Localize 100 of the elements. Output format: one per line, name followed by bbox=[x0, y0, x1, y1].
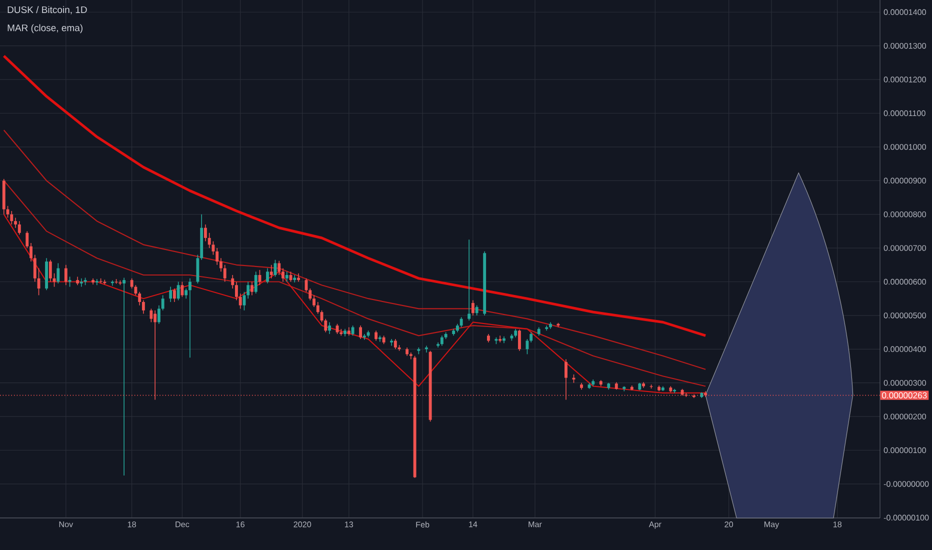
candlestick bbox=[285, 271, 288, 282]
candlestick bbox=[130, 278, 134, 289]
y-tick-label: 0.00000800 bbox=[884, 211, 926, 218]
x-tick-label: 18 bbox=[128, 522, 136, 528]
candlestick bbox=[518, 329, 521, 352]
candlestick bbox=[68, 276, 72, 288]
line-series bbox=[3, 130, 706, 370]
candlestick bbox=[48, 259, 52, 282]
candlestick bbox=[282, 268, 284, 282]
line-series bbox=[3, 180, 706, 387]
candlestick bbox=[188, 278, 192, 358]
candlestick bbox=[278, 260, 281, 276]
candlestick bbox=[14, 217, 17, 228]
candlestick bbox=[378, 335, 382, 342]
y-tick-label: 0.00001000 bbox=[884, 144, 926, 150]
y-tick-label: 0.00000500 bbox=[884, 312, 926, 318]
candlestick bbox=[204, 224, 207, 242]
candlestick bbox=[328, 322, 331, 334]
candlestick bbox=[95, 278, 98, 286]
candlestick bbox=[138, 291, 142, 306]
candlestick bbox=[176, 281, 180, 301]
x-tick-label: Nov bbox=[59, 522, 74, 528]
candlestick bbox=[316, 302, 320, 314]
candlestick bbox=[150, 308, 153, 323]
text: MAR (close, ema) bbox=[8, 24, 82, 34]
candlestick bbox=[169, 286, 172, 302]
candlestick bbox=[374, 330, 378, 342]
candlestick bbox=[390, 338, 394, 346]
candlestick bbox=[208, 232, 211, 248]
candlestick bbox=[184, 288, 188, 299]
candlestick bbox=[64, 264, 68, 286]
x-tick-label: Mar bbox=[528, 522, 542, 528]
candlestick bbox=[475, 304, 478, 316]
candlestick bbox=[196, 254, 200, 284]
x-tick-label: 16 bbox=[236, 522, 244, 528]
candlestick bbox=[266, 268, 269, 284]
candlestick bbox=[530, 332, 533, 343]
candlestick bbox=[359, 325, 362, 340]
candlestick bbox=[460, 316, 463, 328]
candlestick bbox=[246, 281, 250, 299]
candlestick bbox=[498, 335, 502, 343]
candlestick bbox=[142, 300, 145, 314]
x-tick-label: Dec bbox=[176, 522, 190, 528]
y-tick-label: 0.00001300 bbox=[884, 42, 926, 49]
candlestick bbox=[33, 254, 36, 282]
candlestick bbox=[270, 264, 273, 279]
candlestick bbox=[468, 239, 471, 321]
candlestick bbox=[110, 280, 114, 286]
candlestick bbox=[351, 325, 354, 336]
candlestick bbox=[471, 300, 474, 316]
candlestick bbox=[216, 248, 219, 266]
x-tick-label: May bbox=[764, 522, 780, 529]
candlestick bbox=[157, 304, 160, 324]
y-tick-label: -0.00000100 bbox=[884, 514, 929, 521]
y-tick-label: 0.00001400 bbox=[884, 9, 926, 15]
candlestick bbox=[424, 345, 428, 353]
candlestick bbox=[10, 210, 14, 225]
candlestick bbox=[254, 271, 258, 294]
candlestick bbox=[312, 294, 316, 308]
candlestick bbox=[56, 262, 60, 284]
candlestick bbox=[18, 220, 21, 235]
line-series bbox=[2, 54, 707, 337]
x-tick-label: 2020 bbox=[294, 522, 312, 528]
candlestick bbox=[180, 281, 184, 298]
y-tick-label: 0.00001200 bbox=[884, 76, 926, 82]
candlestick bbox=[219, 258, 222, 272]
candlestick bbox=[26, 230, 29, 248]
y-tick-label: 0.00000900 bbox=[884, 178, 926, 184]
y-tick-label: 0.00000700 bbox=[884, 245, 926, 251]
y-tick-label: -0.00000000 bbox=[884, 481, 929, 487]
candlestick bbox=[308, 288, 312, 301]
candlestick bbox=[409, 352, 412, 360]
candlestick bbox=[340, 328, 343, 336]
candlestick bbox=[134, 284, 138, 296]
y-tick-label: 0.00000400 bbox=[884, 346, 926, 352]
line-series bbox=[3, 214, 706, 394]
candlestick bbox=[235, 281, 238, 301]
candlestick bbox=[161, 294, 164, 311]
candlestick bbox=[172, 288, 176, 302]
x-tick-label: 13 bbox=[345, 522, 354, 528]
y-tick-label: 0.00000200 bbox=[884, 414, 926, 420]
x-tick-label: 20 bbox=[724, 522, 734, 528]
candlestick bbox=[231, 274, 234, 289]
y-tick-label: 0.00000300 bbox=[884, 380, 926, 386]
y-tick-label: 0.00000600 bbox=[884, 278, 926, 285]
candlestick bbox=[30, 242, 32, 262]
ref-line-label: 0.00000263 bbox=[882, 392, 927, 398]
x-tick-label: Apr bbox=[648, 522, 662, 529]
candlestick bbox=[238, 293, 242, 310]
x-tick-label: 18 bbox=[833, 522, 842, 528]
x-tick-label: Feb bbox=[416, 522, 430, 528]
candlestick bbox=[440, 335, 444, 346]
candlestick bbox=[250, 281, 254, 296]
y-tick-label: 0.00001100 bbox=[884, 110, 926, 116]
x-tick-label: 14 bbox=[469, 522, 478, 528]
candlestick bbox=[122, 277, 126, 476]
y-tick-label: 0.00000100 bbox=[884, 447, 926, 454]
candlestick bbox=[394, 338, 397, 350]
candlestick bbox=[80, 278, 83, 288]
candlestick bbox=[324, 318, 328, 333]
